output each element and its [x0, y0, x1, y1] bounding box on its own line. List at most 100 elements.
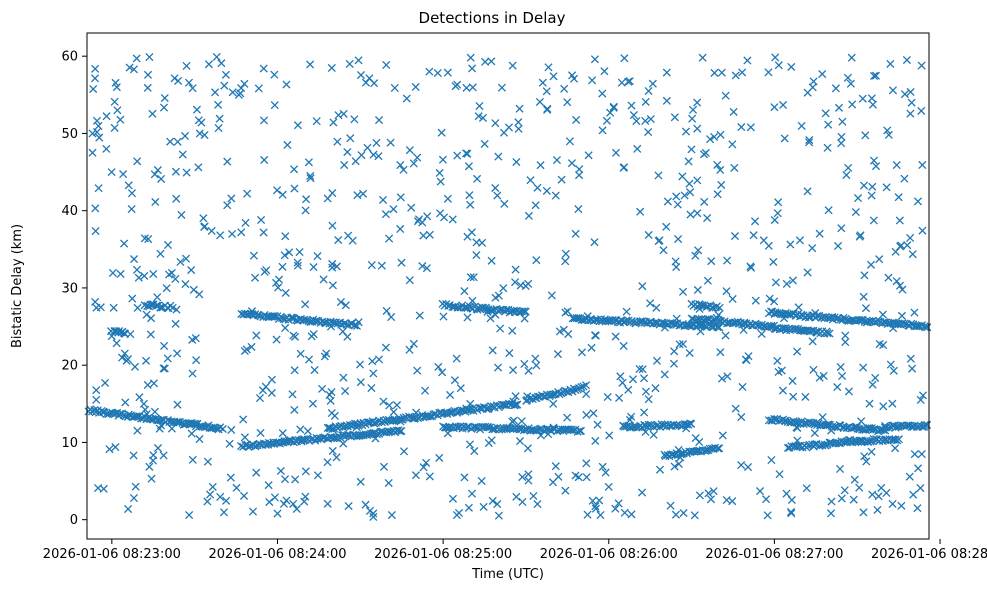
data-point [468, 64, 477, 73]
data-point [303, 427, 312, 436]
data-point [603, 317, 612, 326]
data-point [278, 262, 287, 271]
data-point [350, 115, 359, 124]
data-point [185, 510, 194, 520]
data-point [774, 198, 783, 207]
data-point [280, 475, 290, 484]
data-point [296, 349, 305, 358]
data-point [738, 382, 747, 392]
data-point [773, 356, 782, 365]
data-point [526, 176, 535, 185]
data-point [460, 473, 469, 482]
data-point [167, 268, 176, 277]
data-point [590, 55, 600, 64]
data-point [227, 194, 236, 203]
data-point [767, 456, 776, 465]
data-point [475, 101, 484, 111]
y-tick-label: 60 [61, 50, 78, 65]
data-point [328, 263, 337, 272]
data-point [831, 84, 840, 93]
data-point [686, 210, 695, 219]
data-point [627, 510, 636, 519]
data-point [228, 88, 237, 97]
data-point [220, 81, 229, 90]
data-point [379, 397, 388, 406]
data-point [189, 285, 198, 294]
data-point [867, 191, 876, 200]
data-point [703, 276, 712, 285]
data-point [260, 267, 269, 276]
data-point [644, 86, 653, 96]
data-point [871, 162, 881, 171]
data-point [605, 431, 614, 440]
data-point [591, 502, 600, 511]
data-point [351, 157, 360, 166]
data-marks [84, 52, 932, 522]
data-point [247, 342, 256, 351]
data-point [563, 307, 572, 316]
data-point [173, 349, 182, 358]
data-point [221, 70, 230, 79]
data-point [289, 165, 299, 174]
data-point [443, 194, 452, 203]
data-point [149, 269, 158, 279]
data-point [728, 140, 737, 149]
data-point [328, 281, 337, 290]
data-point [339, 439, 348, 448]
data-point [413, 217, 423, 226]
data-point [443, 409, 452, 418]
data-point [728, 319, 737, 328]
data-point [396, 224, 405, 234]
data-point [323, 194, 332, 203]
data-point [582, 390, 591, 399]
data-point [405, 276, 414, 285]
data-point [710, 132, 719, 141]
data-point [270, 493, 279, 502]
data-point [511, 278, 520, 287]
data-point [636, 207, 645, 216]
data-point [468, 83, 477, 92]
data-point [327, 63, 336, 73]
y-tick-label: 30 [61, 281, 78, 296]
data-point [259, 64, 268, 73]
data-point [181, 254, 191, 263]
data-point [491, 310, 500, 319]
data-point [504, 399, 514, 408]
data-point [374, 116, 384, 125]
data-point [638, 282, 647, 291]
data-point [675, 340, 684, 349]
data-point [531, 354, 540, 363]
data-point [466, 273, 475, 282]
data-point [88, 148, 97, 157]
data-point [493, 191, 502, 200]
data-point [113, 106, 122, 115]
data-point [908, 250, 917, 259]
data-point [892, 277, 901, 286]
data-point [112, 339, 121, 348]
data-point [487, 57, 496, 66]
data-point [857, 438, 866, 447]
data-point [412, 408, 421, 417]
data-point [95, 133, 104, 142]
data-point [619, 163, 628, 172]
data-point [729, 107, 738, 116]
data-point [602, 116, 611, 125]
data-point [693, 124, 702, 133]
data-point [497, 83, 506, 92]
data-point [195, 435, 204, 444]
data-point [313, 252, 322, 261]
data-point [491, 119, 500, 128]
data-point [825, 329, 834, 338]
data-point [654, 171, 663, 180]
data-point [569, 74, 579, 83]
data-point [219, 508, 229, 517]
data-point [591, 331, 600, 340]
data-point [782, 489, 791, 498]
data-point [415, 311, 424, 320]
data-point [801, 392, 810, 401]
data-point [906, 109, 915, 118]
data-point [606, 108, 615, 117]
data-point [402, 94, 411, 103]
data-point [466, 53, 475, 62]
data-point [740, 318, 749, 327]
